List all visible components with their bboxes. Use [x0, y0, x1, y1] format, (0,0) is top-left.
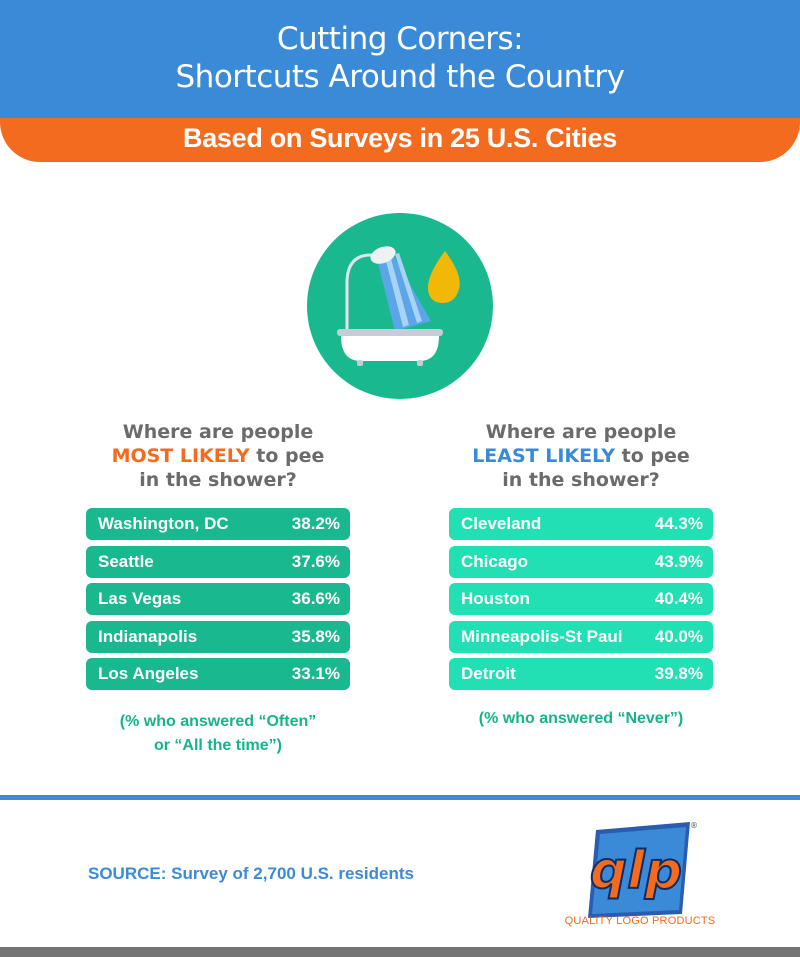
list-item: Chicago 43.9%	[449, 545, 713, 578]
page-title-line2: Shortcuts Around the Country	[175, 59, 626, 95]
least-likely-question: Where are people LEAST LIKELY to pee in …	[472, 421, 690, 491]
svg-text:qlp: qlp	[590, 841, 682, 901]
most-likely-list: Washington, DC 38.2% Seattle 37.6% Las Veg…	[86, 508, 350, 696]
list-item: Minneapolis-St Paul 40.0%	[449, 620, 713, 653]
most-likely-section: Where are people MOST LIKELY to pee in t…	[78, 420, 358, 754]
most-likely-note: (% who answered “Often” or “All the time…	[119, 713, 317, 754]
qlp-logo-icon: qlp ®	[588, 821, 698, 918]
least-likely-section: Where are people LEAST LIKELY to pee in …	[441, 420, 721, 727]
list-item: Detroit 39.8%	[449, 658, 713, 690]
source-note: SOURCE: Survey of 2,700 U.S. residents	[88, 864, 414, 883]
logo-text: QUALITY LOGO PRODUCTS	[564, 915, 716, 927]
list-item: Indianapolis 35.8%	[86, 620, 350, 653]
list-item: Seattle 37.6%	[86, 545, 350, 578]
header: Cutting Corners: Shortcuts Around the Co…	[0, 0, 800, 118]
least-likely-highlight: LEAST LIKELY	[472, 445, 616, 467]
list-item: Washington, DC 38.2%	[86, 508, 350, 540]
list-item: Cleveland 44.3%	[449, 508, 713, 540]
bottom-bar	[0, 947, 800, 957]
most-likely-highlight: MOST LIKELY	[111, 445, 250, 467]
list-item: Houston 40.4%	[449, 583, 713, 615]
least-likely-note: (% who answered “Never”)	[478, 710, 684, 727]
svg-text:®: ®	[690, 821, 698, 830]
list-item: Las Vegas 36.6%	[86, 583, 350, 615]
page-title-line1: Cutting Corners:	[276, 21, 524, 57]
list-item: Los Angeles 33.1%	[86, 658, 350, 690]
subtitle-banner: Based on Surveys in 25 U.S. Cities	[0, 118, 800, 162]
divider	[0, 795, 800, 800]
least-likely-list: Cleveland 44.3% Chicago 43.9% Houston 40.4%…	[449, 508, 713, 696]
bathtub-shower-icon	[307, 213, 493, 399]
most-likely-question: Where are people MOST LIKELY to pee in t…	[111, 421, 325, 491]
